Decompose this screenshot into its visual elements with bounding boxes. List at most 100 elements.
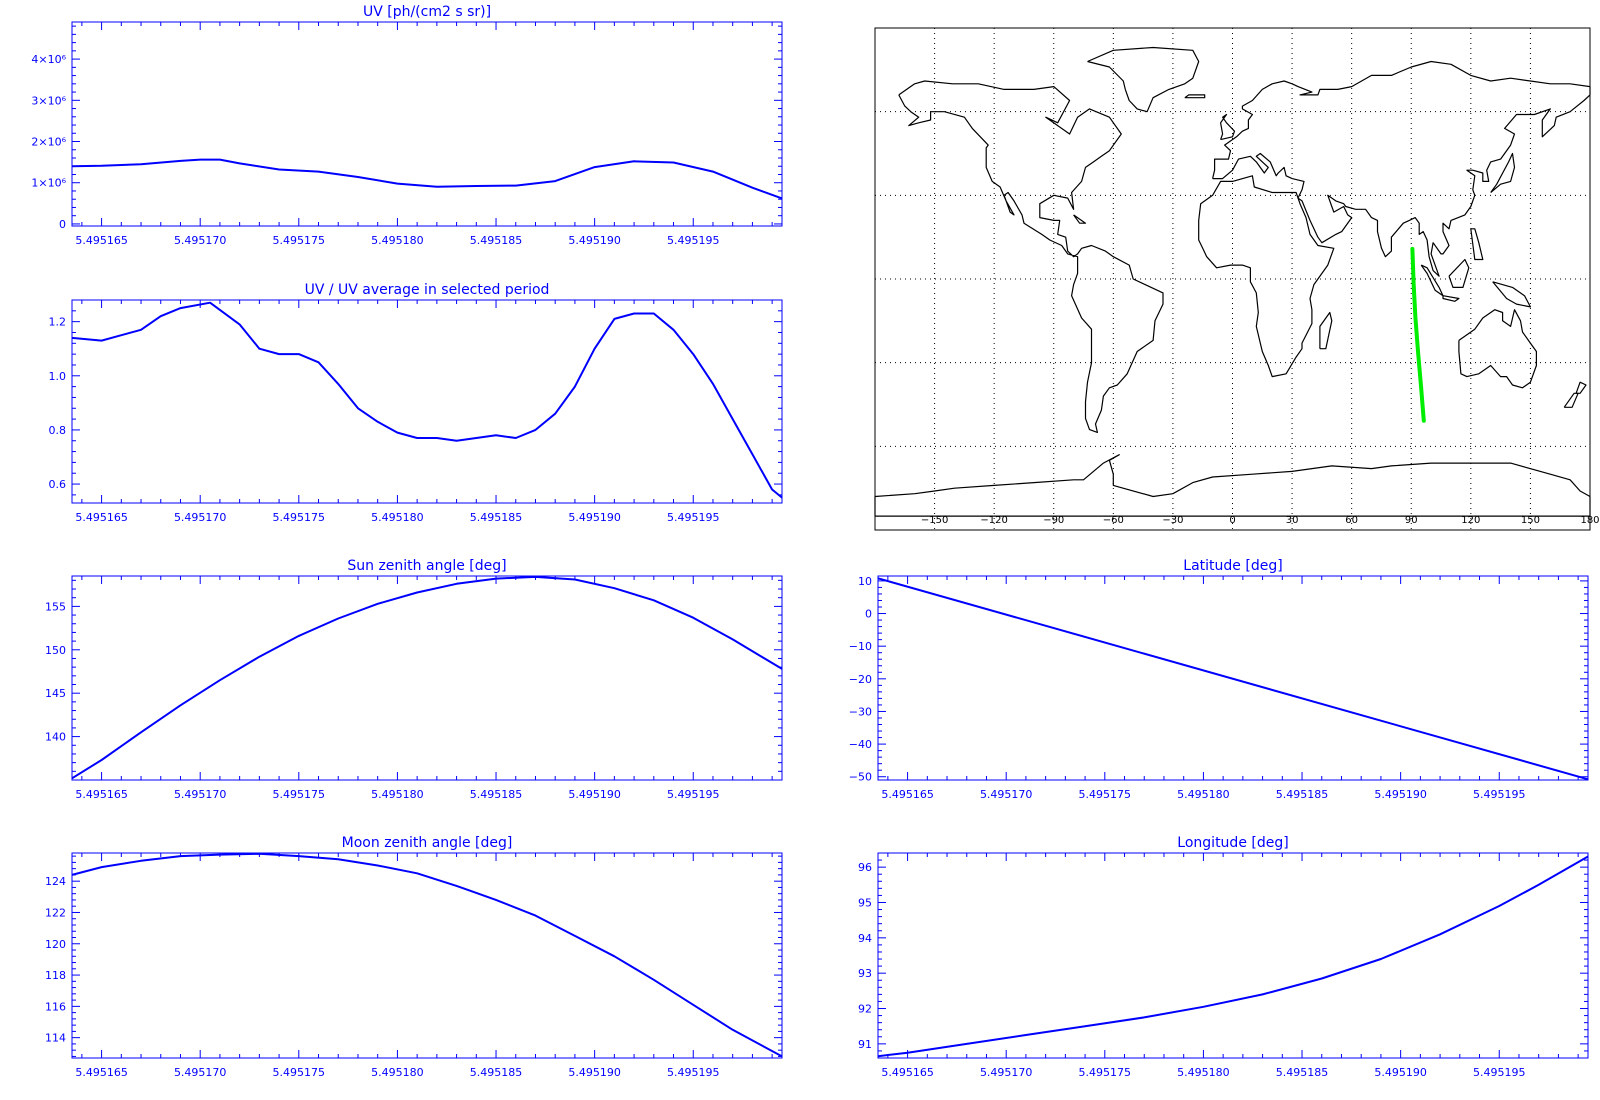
- sun_zenith-y-tick-label: 145: [45, 687, 66, 700]
- uv_ratio-y-tick-label: 1.2: [49, 316, 67, 329]
- uv-x-tick-label: 5.495165: [75, 234, 128, 247]
- latitude-x-tick-label: 5.495175: [1079, 788, 1132, 801]
- uv-x-tick-label: 5.495185: [470, 234, 523, 247]
- uv-frame: [71, 21, 783, 227]
- latitude-x-tick-label: 5.495190: [1374, 788, 1427, 801]
- coastline: [1319, 311, 1333, 350]
- coastline: [1448, 258, 1470, 288]
- coastline: [1458, 309, 1538, 389]
- map-lon-tick-label: 90: [1405, 515, 1418, 526]
- uv-panel: UV [ph/(cm2 s sr)] 5.495165 5.495170 5.4951…: [31, 4, 783, 247]
- uv_ratio-x-tick-label: 5.495165: [75, 511, 128, 524]
- uv-y-tick-label: 2×10⁶: [31, 136, 66, 149]
- coastline: [1198, 175, 1335, 378]
- uv-ratio-panel: UV / UV average in selected period 5.4951…: [49, 282, 783, 524]
- uv-x-tick-label: 5.495180: [371, 234, 424, 247]
- uv_ratio-y-tick-label: 1.0: [49, 370, 67, 383]
- longitude-y-tick-label: 92: [858, 1003, 872, 1016]
- longitude-x-tick-label: 5.495190: [1374, 1066, 1427, 1079]
- coastline: [1492, 281, 1532, 308]
- latitude-y-tick-label: 10: [858, 575, 872, 588]
- longitude-y-tick-label: 91: [858, 1038, 872, 1051]
- latitude-panel-title: Latitude [deg]: [1183, 558, 1282, 574]
- uv-y-tick-label: 3×10⁶: [31, 94, 66, 107]
- coastline: [1442, 295, 1460, 302]
- satellite-ground-track: [1410, 246, 1426, 423]
- uv_ratio-x-tick-label: 5.495185: [470, 511, 523, 524]
- longitude-x-tick-label: 5.495170: [980, 1066, 1033, 1079]
- uv_ratio-y-tick-label: 0.8: [49, 424, 67, 437]
- latitude-y-tick-label: −50: [849, 771, 872, 784]
- latitude-y-tick-label: −40: [849, 738, 872, 751]
- sun_zenith-y-tick-label: 155: [45, 600, 66, 613]
- uv_ratio-x-tick-label: 5.495180: [371, 511, 424, 524]
- sun_zenith-x-tick-label: 5.495180: [371, 788, 424, 801]
- map-lon-tick-label: 60: [1345, 515, 1358, 526]
- coastline: [898, 80, 1164, 433]
- latitude-x-tick-label: 5.495195: [1473, 788, 1526, 801]
- map-lon-tick-label: −90: [1043, 515, 1064, 526]
- longitude-series-line: [877, 855, 1589, 1058]
- sun_zenith-frame: [71, 575, 783, 781]
- longitude-panel: Longitude [deg] 5.495165 5.495170 5.495175 5…: [858, 835, 1589, 1079]
- longitude-y-tick-label: 95: [858, 896, 872, 909]
- latitude-series-line: [877, 577, 1589, 781]
- uv-series-line: [71, 158, 783, 200]
- moon_zenith-y-tick-label: 124: [45, 875, 66, 888]
- sun-zenith-panel-title: Sun zenith angle [deg]: [347, 558, 506, 574]
- longitude-frame: [877, 852, 1589, 1059]
- coastline: [1212, 60, 1591, 277]
- moon_zenith-series-line: [71, 852, 783, 1058]
- uv-ratio-panel-title: UV / UV average in selected period: [305, 282, 550, 298]
- map-lon-tick-label: 30: [1286, 515, 1299, 526]
- longitude-x-tick-label: 5.495165: [881, 1066, 934, 1079]
- latitude-y-tick-label: 0: [865, 608, 872, 621]
- map-lon-tick-label: −60: [1103, 515, 1124, 526]
- sun_zenith-x-tick-label: 5.495190: [568, 788, 621, 801]
- moon-zenith-panel: Moon zenith angle [deg] 5.495165 5.495170 5…: [45, 835, 783, 1079]
- uv_ratio-x-tick-label: 5.495175: [273, 511, 326, 524]
- uv-y-tick-label: 4×10⁶: [31, 53, 66, 66]
- sun_zenith-x-tick-label: 5.495195: [667, 788, 720, 801]
- moon_zenith-x-tick-label: 5.495180: [371, 1066, 424, 1079]
- moon_zenith-y-tick-label: 116: [45, 1000, 66, 1013]
- latitude-frame: [877, 575, 1589, 781]
- map-lon-tick-label: −30: [1162, 515, 1183, 526]
- coastline: [1219, 113, 1236, 141]
- latitude-y-tick-label: −30: [849, 705, 872, 718]
- sun_zenith-x-tick-label: 5.495170: [174, 788, 227, 801]
- sun_zenith-x-tick-label: 5.495175: [273, 788, 326, 801]
- uv-x-tick-label: 5.495195: [667, 234, 720, 247]
- map-lon-tick-label: 120: [1461, 515, 1480, 526]
- sun_zenith-y-tick-label: 150: [45, 644, 66, 657]
- latitude-y-tick-label: −20: [849, 673, 872, 686]
- uv-y-tick-label: 1×10⁶: [31, 177, 66, 190]
- coastline: [1470, 228, 1484, 261]
- longitude-y-tick-label: 96: [858, 861, 872, 874]
- coastline: [874, 454, 1591, 517]
- longitude-x-tick-label: 5.495195: [1473, 1066, 1526, 1079]
- moon_zenith-x-tick-label: 5.495190: [568, 1066, 621, 1079]
- longitude-x-tick-label: 5.495185: [1276, 1066, 1329, 1079]
- uv-panel-title: UV [ph/(cm2 s sr)]: [363, 4, 491, 20]
- uv-x-tick-label: 5.495175: [273, 234, 326, 247]
- map-lon-tick-label: 150: [1521, 515, 1540, 526]
- uv-y-tick-label: 0: [59, 218, 66, 231]
- latitude-x-tick-label: 5.495185: [1276, 788, 1329, 801]
- map-lon-tick-label: −120: [980, 515, 1007, 526]
- sun_zenith-x-tick-label: 5.495185: [470, 788, 523, 801]
- coastline: [1073, 214, 1087, 224]
- map-lon-tick-label: −150: [921, 515, 948, 526]
- latitude-x-tick-label: 5.495165: [881, 788, 934, 801]
- moon_zenith-y-tick-label: 114: [45, 1032, 66, 1045]
- coastline: [1184, 94, 1206, 99]
- coastline: [1563, 392, 1579, 408]
- longitude-x-tick-label: 5.495175: [1079, 1066, 1132, 1079]
- uv_ratio-x-tick-label: 5.495195: [667, 511, 720, 524]
- map-lon-tick-label: 0: [1229, 515, 1235, 526]
- moon_zenith-y-tick-label: 120: [45, 938, 66, 951]
- longitude-y-tick-label: 93: [858, 967, 872, 980]
- coastline: [1575, 381, 1587, 394]
- moon_zenith-x-tick-label: 5.495195: [667, 1066, 720, 1079]
